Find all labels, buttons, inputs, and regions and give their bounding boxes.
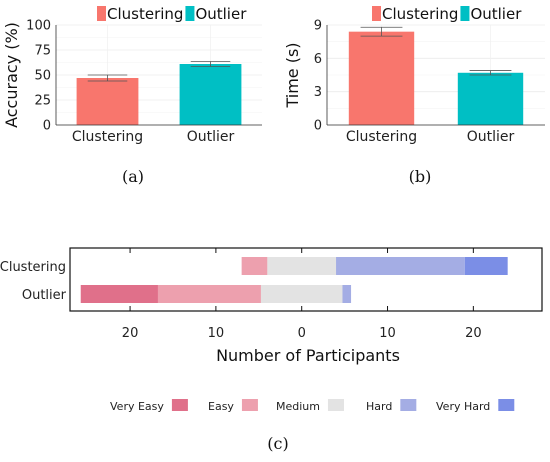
bar-segment-outlier-medium: [260, 285, 343, 303]
bar-segment-clustering-very-hard: [464, 257, 508, 275]
y-tick-label: 0: [314, 119, 322, 134]
x-axis-title: Number of Participants: [216, 346, 400, 365]
legend-swatch-outlier: [185, 6, 195, 21]
legend-label: Clustering: [107, 5, 183, 23]
legend-label: Clustering: [382, 5, 458, 23]
x-tick-label: 0: [298, 326, 306, 341]
x-tick-label: Outlier: [187, 129, 235, 145]
x-tick-label: Clustering: [346, 129, 417, 145]
x-tick-label: Outlier: [467, 129, 515, 145]
x-tick-label: Clustering: [72, 129, 143, 145]
bar-clustering: [348, 31, 415, 126]
legend-label: Medium: [276, 400, 320, 413]
y-tick-label: 50: [34, 69, 51, 84]
bar-segment-outlier-hard: [342, 285, 352, 303]
y-axis-title: Accuracy (%): [2, 22, 21, 128]
y-tick-label: 3: [314, 85, 322, 100]
legend-label: Outlier: [470, 5, 522, 23]
bar-segment-outlier-very-easy: [80, 285, 158, 303]
y-tick-label: 25: [34, 94, 51, 109]
y-tick-label: 100: [26, 19, 51, 34]
legend-label: Very Hard: [436, 400, 490, 413]
legend-swatch-very-easy: [171, 399, 188, 411]
y-axis-title: Time (s): [283, 42, 302, 108]
x-tick-label: 20: [122, 326, 139, 341]
chart-panel-a: Clustering Outlier 0 25 50 75 100 Accuracy (%) C…: [2, 5, 262, 186]
legend-label: Easy: [208, 400, 234, 413]
panel-border: [69, 247, 543, 312]
x-tick-label: 10: [379, 326, 396, 341]
legend-swatch-medium: [327, 399, 344, 411]
bar-segment-clustering-hard: [336, 257, 465, 275]
bar-segment-outlier-easy: [157, 285, 261, 303]
y-tick-label: 0: [43, 119, 51, 134]
chart-panel-c: Clustering Outlier 20 10 0 10 20 Number of Part…: [0, 247, 543, 453]
bar-outlier: [457, 72, 524, 125]
bar-outlier: [179, 64, 242, 125]
caption: (c): [267, 434, 288, 453]
bar-clustering: [76, 78, 139, 125]
legend-swatch-very-hard: [498, 399, 515, 411]
y-tick-label: 9: [314, 19, 322, 34]
caption: (b): [409, 167, 432, 186]
chart-panel-b: Clustering Outlier 0 3 6 9 Time (s) Clustering O…: [283, 5, 545, 186]
legend-label: Very Easy: [110, 400, 164, 413]
x-tick-label: 10: [208, 326, 225, 341]
legend-swatch-easy: [241, 399, 258, 411]
x-tick-label: 20: [465, 326, 482, 341]
bar-segment-clustering-medium: [267, 257, 337, 275]
caption: (a): [122, 167, 144, 186]
y-tick-label: 75: [34, 44, 51, 59]
legend-label: Hard: [366, 400, 392, 413]
legend-swatch-hard: [400, 399, 417, 411]
legend-swatch-clustering: [97, 6, 106, 21]
y-category-label: Outlier: [22, 288, 67, 303]
y-category-label: Clustering: [0, 260, 66, 275]
bar-segment-clustering-easy: [241, 257, 268, 275]
legend-label: Outlier: [195, 5, 247, 23]
legend-swatch-clustering: [372, 6, 381, 21]
legend-swatch-outlier: [460, 6, 470, 21]
y-tick-label: 6: [314, 52, 322, 67]
